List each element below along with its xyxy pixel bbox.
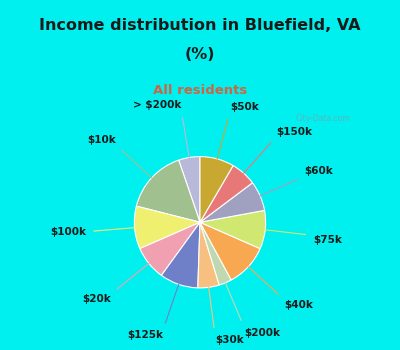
Text: $75k: $75k: [313, 236, 342, 245]
Text: > $200k: > $200k: [133, 100, 181, 110]
Wedge shape: [200, 183, 264, 222]
Wedge shape: [200, 222, 260, 280]
Text: $60k: $60k: [304, 166, 333, 176]
Text: $125k: $125k: [127, 330, 163, 340]
Wedge shape: [140, 222, 200, 275]
Text: Income distribution in Bluefield, VA: Income distribution in Bluefield, VA: [39, 18, 361, 33]
Text: City-Data.com: City-Data.com: [295, 114, 350, 124]
Wedge shape: [136, 160, 200, 222]
Text: All residents: All residents: [153, 84, 247, 97]
Text: $50k: $50k: [230, 102, 258, 112]
Text: $150k: $150k: [276, 127, 312, 137]
Wedge shape: [162, 222, 200, 288]
Text: $200k: $200k: [244, 328, 280, 337]
Wedge shape: [200, 156, 233, 222]
Wedge shape: [179, 156, 200, 222]
Text: $40k: $40k: [284, 300, 313, 309]
Text: $100k: $100k: [50, 227, 86, 237]
Wedge shape: [200, 166, 252, 222]
Wedge shape: [200, 222, 231, 285]
Text: $30k: $30k: [215, 335, 244, 345]
Wedge shape: [134, 206, 200, 248]
Text: (%): (%): [185, 47, 215, 62]
Wedge shape: [200, 210, 266, 248]
Text: $20k: $20k: [82, 294, 111, 304]
Wedge shape: [198, 222, 219, 288]
Text: $10k: $10k: [87, 135, 116, 145]
